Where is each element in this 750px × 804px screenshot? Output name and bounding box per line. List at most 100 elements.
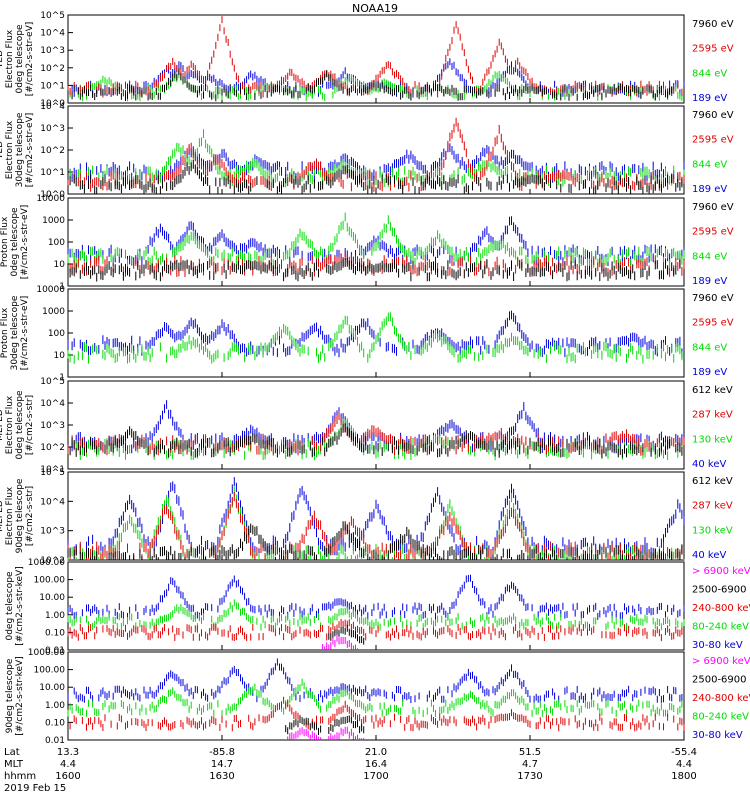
legend-entry: 287 keV (692, 410, 733, 421)
y-axis-label-line: 30deg telescope (15, 112, 25, 187)
date-label: 2019 Feb 15 (4, 783, 66, 794)
y-tick-label: 1.00 (45, 611, 65, 621)
y-axis-label-line: 0deg telescope (10, 207, 20, 277)
y-axis-label: Proton Flux30deg telescope[#/cm2-s-str-e… (0, 295, 30, 370)
x-axis-labels: Lat 13.3 -85.8 21.0 51.5 -55.4 MLT 4.4 14.7 16.4 4… (4, 747, 697, 794)
series-red (67, 618, 683, 642)
y-axis-label-line: 0deg telescope (15, 24, 25, 94)
y-tick-label: 10 (54, 351, 66, 361)
legend-entry: 189 eV (692, 184, 727, 195)
y-axis-label-line: MEPED (0, 500, 5, 532)
x-tick-value: -85.8 (209, 747, 235, 758)
legend-entry: 2500-6900 (692, 585, 747, 596)
series-green (67, 312, 683, 364)
legend-entry: 2595 eV (692, 44, 734, 55)
y-axis-label-line: [#/cm2-s-str-keV] (15, 656, 25, 735)
legend-entry: 7960 eV (692, 110, 734, 121)
y-tick-label: 10^5 (40, 377, 65, 387)
x-tick-value: 1800 (671, 771, 696, 782)
legend-entry: 240-800 keV (692, 693, 750, 704)
x-tick-value: 14.7 (211, 759, 233, 770)
y-axis-label-line: TED (0, 50, 5, 69)
y-axis-label-line: Proton Flux (0, 216, 10, 267)
y-tick-label: 10^5 (40, 468, 65, 478)
y-tick-label: 10^2 (40, 556, 65, 566)
y-tick-label: 0.10 (45, 628, 65, 638)
legend-entry: 80-240 keV (692, 622, 749, 633)
legend-entry: 189 eV (692, 93, 727, 104)
y-tick-label: 10.00 (39, 593, 65, 603)
y-tick-label: 10000 (36, 194, 65, 204)
legend-entry: 7960 eV (692, 19, 734, 30)
y-axis-label-line: Proton Flux (0, 307, 10, 358)
legend-entry: 80-240 keV (692, 712, 749, 723)
legend-entry: 2595 eV (692, 135, 734, 146)
x-tick-value: 4.4 (60, 759, 76, 770)
series-black (67, 160, 685, 194)
legend-entry: 2595 eV (692, 227, 734, 238)
y-axis-label-line: [#/cm2-s-str-eV] (20, 296, 30, 371)
series-blue (69, 143, 685, 183)
x-row-label: hhmm (4, 771, 36, 782)
x-tick-value: 1630 (209, 771, 234, 782)
legend-entry: 30-80 keV (692, 730, 743, 741)
y-axis-label: Proton Flux0deg telescope[#/cm2-s-str-eV… (0, 205, 30, 280)
x-row-label: MLT (4, 759, 24, 770)
y-tick-label: 0.10 (45, 718, 65, 728)
y-tick-label: 10^3 (40, 124, 65, 134)
y-tick-label: 10^4 (40, 29, 65, 39)
x-tick-value: 1700 (363, 771, 388, 782)
y-tick-label: 10^2 (40, 64, 65, 74)
x-tick-value: 1730 (517, 771, 542, 782)
y-tick-label: 10^3 (40, 527, 65, 537)
y-tick-label: 10000 (36, 285, 65, 295)
legend-entry: 240-800 keV (692, 603, 750, 614)
y-tick-label: 10^5 (40, 11, 65, 21)
y-axis-label-line: Electron Flux (5, 395, 15, 454)
y-tick-label: 1.00 (45, 701, 65, 711)
y-axis-label: 90deg telescope[#/cm2-s-str-keV] (5, 656, 25, 735)
legend-entry: 844 eV (692, 68, 727, 79)
legend-entry: 7960 eV (692, 293, 734, 304)
y-tick-label: 1000.00 (28, 648, 65, 658)
series-black (69, 423, 685, 458)
legend-entry: 2595 eV (692, 318, 734, 329)
y-axis-label-line: 0deg telescope (5, 571, 15, 641)
y-tick-label: 100.00 (34, 576, 66, 586)
y-tick-label: 10^2 (40, 146, 65, 156)
y-tick-label: 10^1 (40, 168, 65, 178)
legend-entry: 130 keV (692, 434, 733, 445)
y-axis-label: TEDElectron Flux0deg telescope[#/cm2-s-s… (0, 22, 35, 97)
legend-entry: 844 eV (692, 159, 727, 170)
y-axis-label-line: [#/cm2-s-str-eV] (25, 113, 35, 188)
y-axis-label-line: [#/cm2-s-str-eV] (20, 205, 30, 280)
x-tick-value: 4.4 (676, 759, 692, 770)
y-axis-label-line: 0deg telescope (15, 390, 25, 460)
y-axis-label-line: 90deg telescope (5, 658, 15, 733)
series-blue (67, 658, 683, 703)
series-black (285, 715, 365, 735)
y-axis-label-line: Electron Flux (5, 29, 15, 88)
x-tick-value: 4.7 (522, 759, 538, 770)
y-axis-label: TEDElectron Flux30deg telescope[#/cm2-s-… (0, 112, 35, 187)
y-tick-label: 100.00 (34, 666, 66, 676)
y-axis-label-line: [#/cm2-s-str] (25, 486, 35, 546)
series-blue (67, 574, 685, 620)
y-tick-label: 10^3 (40, 46, 65, 56)
y-tick-label: 1 (59, 282, 65, 292)
legend-entry: 844 eV (692, 342, 727, 353)
series-green (67, 599, 685, 631)
panel-3: 1 10 100 1000 10000 Proton Flux0deg telescope… (0, 194, 734, 292)
y-axis-label-line: TED (0, 141, 5, 160)
y-axis-label-line: 90deg telescope (15, 478, 25, 553)
y-tick-label: 0.01 (45, 736, 65, 746)
y-tick-label: 10^4 (40, 102, 65, 112)
x-tick-value: 51.5 (519, 747, 541, 758)
y-tick-label: 10^1 (40, 81, 65, 91)
panel-4: 1 10 100 1000 10000 Proton Flux30deg telescop… (0, 285, 734, 383)
y-tick-label: 10^1 (40, 465, 65, 475)
